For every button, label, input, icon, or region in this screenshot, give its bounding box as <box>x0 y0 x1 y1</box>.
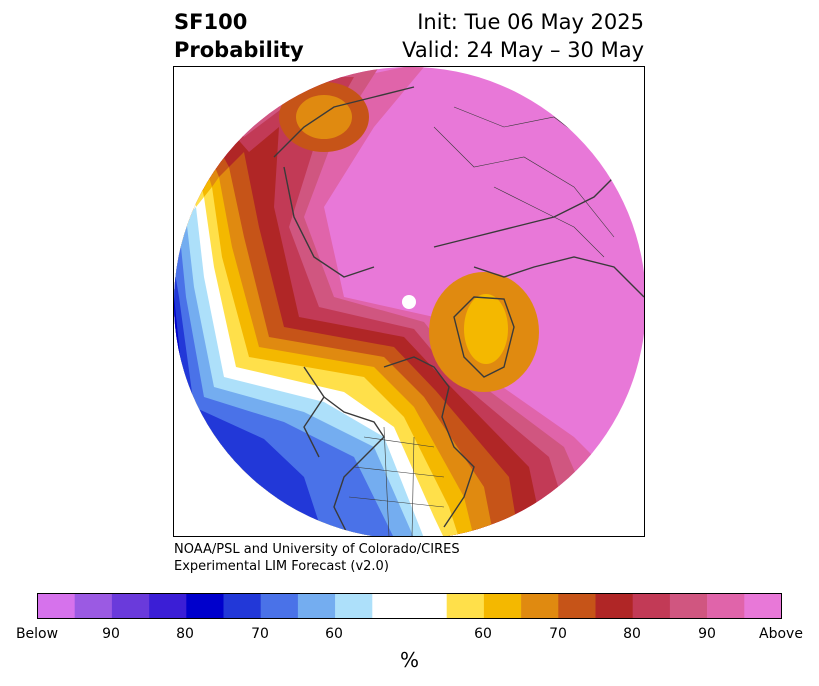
colorbar-swatch <box>297 593 336 619</box>
tick-label: 90 <box>698 626 716 642</box>
colorbar-swatch <box>744 593 782 619</box>
polar-map <box>173 66 645 537</box>
colorbar-swatch <box>446 593 485 619</box>
pole-marker <box>402 295 416 309</box>
product-type: Probability <box>174 38 304 62</box>
tick-label: 80 <box>623 626 641 642</box>
colorbar-swatch <box>149 593 187 619</box>
tick-label: 70 <box>549 626 567 642</box>
tick-label: 90 <box>102 626 120 642</box>
tick-label: Below <box>15 626 59 642</box>
forecast-dates: Init: Tue 06 May 2025 Valid: 24 May – 30… <box>402 8 644 64</box>
colorbar-swatch <box>335 593 373 619</box>
colorbar-swatch <box>521 593 559 619</box>
colorbar-swatch <box>372 593 410 619</box>
colorbar-swatch <box>595 593 633 619</box>
credit-line1: NOAA/PSL and University of Colorado/CIRE… <box>174 542 460 557</box>
probability-map-svg <box>174 67 644 536</box>
europe-inner <box>296 95 352 139</box>
colorbar-swatch <box>409 593 447 619</box>
colorbar-unit: % <box>399 648 419 672</box>
coastlines <box>273 86 644 536</box>
colorbar-swatch <box>111 593 150 619</box>
colorbar-swatch <box>669 593 708 619</box>
product-name: SF100 <box>174 10 248 34</box>
colorbar-swatch <box>707 593 745 619</box>
tick-label: 60 <box>325 626 343 642</box>
greenland-amber <box>464 294 508 364</box>
colorbar-swatch <box>632 593 671 619</box>
colorbar-ticks: Below 90 80 70 60 60 70 80 90 Above <box>0 626 819 646</box>
tick-label: Above <box>759 626 803 642</box>
tick-label: 70 <box>251 626 269 642</box>
colorbar <box>37 593 782 619</box>
valid-range: Valid: 24 May – 30 May <box>402 38 644 62</box>
colorbar-swatch <box>558 593 596 619</box>
map-title: SF100 Probability <box>174 8 304 64</box>
colorbar-border <box>37 593 782 619</box>
colorbar-swatch <box>223 593 261 619</box>
colorbar-swatch <box>74 593 113 619</box>
colorbar-swatch <box>186 593 224 619</box>
colorbar-swatch <box>37 593 75 619</box>
colorbar-swatch <box>260 593 299 619</box>
credit-text: NOAA/PSL and University of Colorado/CIRE… <box>174 541 460 575</box>
tick-label: 80 <box>176 626 194 642</box>
credit-line2: Experimental LIM Forecast (v2.0) <box>174 559 389 574</box>
tick-label: 60 <box>474 626 492 642</box>
init-date: Init: Tue 06 May 2025 <box>417 10 644 34</box>
colorbar-swatch <box>483 593 522 619</box>
